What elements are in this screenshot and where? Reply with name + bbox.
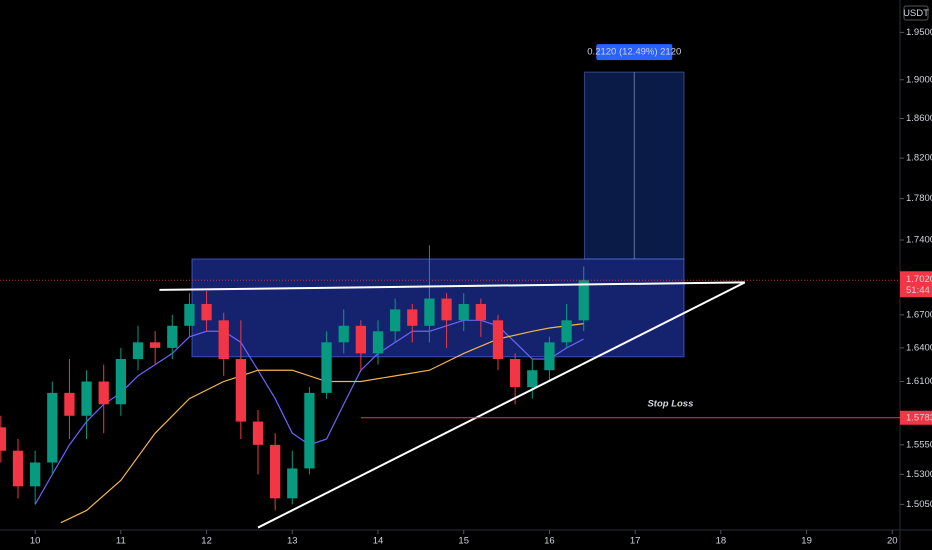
stop-loss-badge [900, 410, 932, 425]
x-tick-label: 12 [201, 536, 212, 547]
candle-body [201, 303, 212, 321]
countdown-label: 51:44 [906, 285, 930, 296]
candle-body [218, 320, 229, 360]
y-tick-label: 1.5050 [906, 499, 932, 510]
x-tick-label: 15 [458, 536, 469, 547]
y-tick-label: 1.5550 [906, 439, 932, 450]
y-tick-label: 1.6100 [906, 376, 932, 387]
candle-body [184, 303, 195, 326]
candle-body [544, 342, 555, 371]
candle-body [64, 392, 75, 416]
y-tick-label: 1.8200 [906, 153, 932, 164]
candle-body [132, 342, 144, 360]
candle-body [321, 342, 332, 393]
trend-line [159, 281, 745, 291]
y-tick-label: 1.9500 [906, 27, 932, 38]
candle-body [390, 309, 401, 332]
candle-body [167, 325, 178, 348]
x-tick-label: 10 [30, 536, 41, 547]
stop-loss-name: Stop Loss [647, 398, 693, 409]
x-tick-label: 17 [630, 536, 641, 547]
x-tick-label: 11 [116, 536, 126, 547]
current-price-badge [900, 271, 932, 298]
candle-body [475, 303, 486, 321]
candle-body [510, 359, 521, 388]
candle-body [578, 280, 589, 321]
y-tick-label: 1.6400 [906, 342, 932, 353]
candle-body [424, 298, 435, 326]
candle-body [287, 468, 298, 499]
x-tick-label: 14 [373, 536, 384, 547]
candle-body [30, 462, 41, 487]
candle-body [372, 331, 384, 354]
candle-body [304, 392, 315, 469]
y-tick-label: 1.7400 [906, 235, 932, 246]
candle-body [252, 421, 264, 445]
current-price-label: 1.7020 [906, 274, 932, 285]
candle-body [492, 320, 504, 360]
candle-body [441, 298, 452, 321]
y-tick-label: 1.8600 [906, 113, 932, 124]
y-tick-label: 1.9000 [906, 74, 932, 85]
x-tick-label: 19 [801, 536, 812, 547]
candle-body [115, 359, 126, 405]
candle-body [270, 444, 281, 499]
target-label: 0.2120 (12.49%) 2120 [587, 47, 681, 58]
candle-body [98, 381, 109, 405]
x-tick-label: 20 [887, 536, 898, 547]
candle-body [47, 392, 58, 463]
candle-body [355, 325, 366, 354]
candle-body [235, 359, 246, 422]
trend-line [257, 281, 746, 529]
candle-body [527, 370, 538, 388]
candle-body [338, 325, 349, 343]
candle-body [150, 342, 161, 348]
currency-label: USDT [903, 8, 929, 19]
x-tick-label: 18 [716, 536, 727, 547]
y-tick-label: 1.5300 [906, 469, 932, 480]
candle-body [407, 309, 418, 326]
x-tick-label: 16 [544, 536, 555, 547]
candle-body [81, 381, 92, 416]
candle-body [561, 320, 572, 343]
x-tick-label: 13 [287, 536, 298, 547]
stop-loss-label: 1.5783 [906, 412, 932, 423]
currency-badge [903, 5, 929, 21]
candle-body [0, 427, 6, 451]
candle-body [12, 450, 24, 487]
zone [191, 258, 685, 358]
y-tick-label: 1.6700 [906, 309, 932, 320]
target-label-box [596, 44, 673, 61]
y-tick-label: 1.7800 [906, 193, 932, 204]
candle-body [458, 303, 469, 321]
